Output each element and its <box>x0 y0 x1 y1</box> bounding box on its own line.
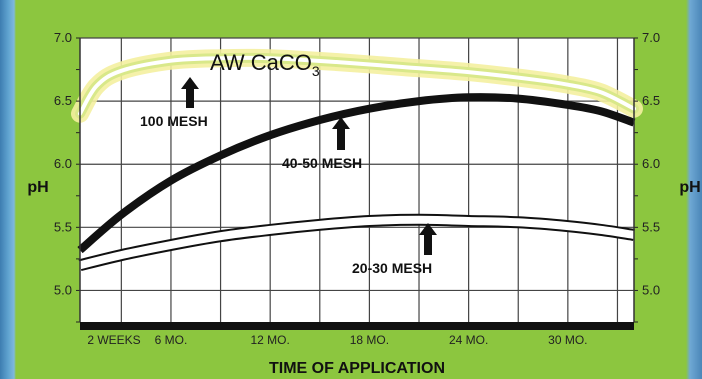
x-tick-label: 12 MO. <box>250 333 289 347</box>
arrow-40-50-mesh <box>332 117 350 150</box>
x-tick-label: 24 MO. <box>449 333 488 347</box>
series-100-mesh-line <box>78 55 636 116</box>
y-tick-label-right: 6.5 <box>642 93 660 108</box>
y-tick-label-left: 7.0 <box>54 30 72 45</box>
series-40-50-mesh-line <box>77 93 636 254</box>
y-tick-label-right: 5.0 <box>642 282 660 297</box>
product-label-subscript: 3 <box>312 63 320 79</box>
y-tick-label-left: 5.5 <box>54 219 72 234</box>
y-tick-label-right: 6.0 <box>642 156 660 171</box>
annotations: 5.0 5.0 5.5 5.5 6.0 6.0 6.5 6.5 7.0 7.0 2 WEEKS 6 M… <box>54 30 660 347</box>
y-tick-label-left: 6.5 <box>54 93 72 108</box>
x-tick-label: 2 WEEKS <box>87 333 140 347</box>
arrow-100-mesh <box>181 77 199 108</box>
series-20-30-mesh-fill <box>79 215 635 270</box>
y-tick-label-left: 5.0 <box>54 282 72 297</box>
x-tick-label: 30 MO. <box>548 333 587 347</box>
y-tick-label-right: 5.5 <box>642 219 660 234</box>
y-axis-title-left: pH <box>27 179 48 196</box>
y-tick-label-right: 7.0 <box>642 30 660 45</box>
x-axis-bar <box>80 322 634 330</box>
product-label: AW CaCO3 <box>210 50 320 79</box>
arrow-20-30-mesh <box>419 223 437 255</box>
x-tick-label: 6 MO. <box>155 333 188 347</box>
y-tick-label-left: 6.0 <box>54 156 72 171</box>
y-axis-title-right: pH <box>679 179 700 196</box>
product-label-main: AW CaCO <box>210 50 312 75</box>
series-label-100-mesh: 100 MESH <box>140 113 208 129</box>
x-tick-label: 18 MO. <box>350 333 389 347</box>
x-axis-title: TIME OF APPLICATION <box>269 360 445 377</box>
series-label-40-50-mesh: 40-50 MESH <box>282 155 362 171</box>
axes <box>76 37 638 330</box>
series-label-20-30-mesh: 20-30 MESH <box>352 260 432 276</box>
series-lines <box>71 48 643 272</box>
